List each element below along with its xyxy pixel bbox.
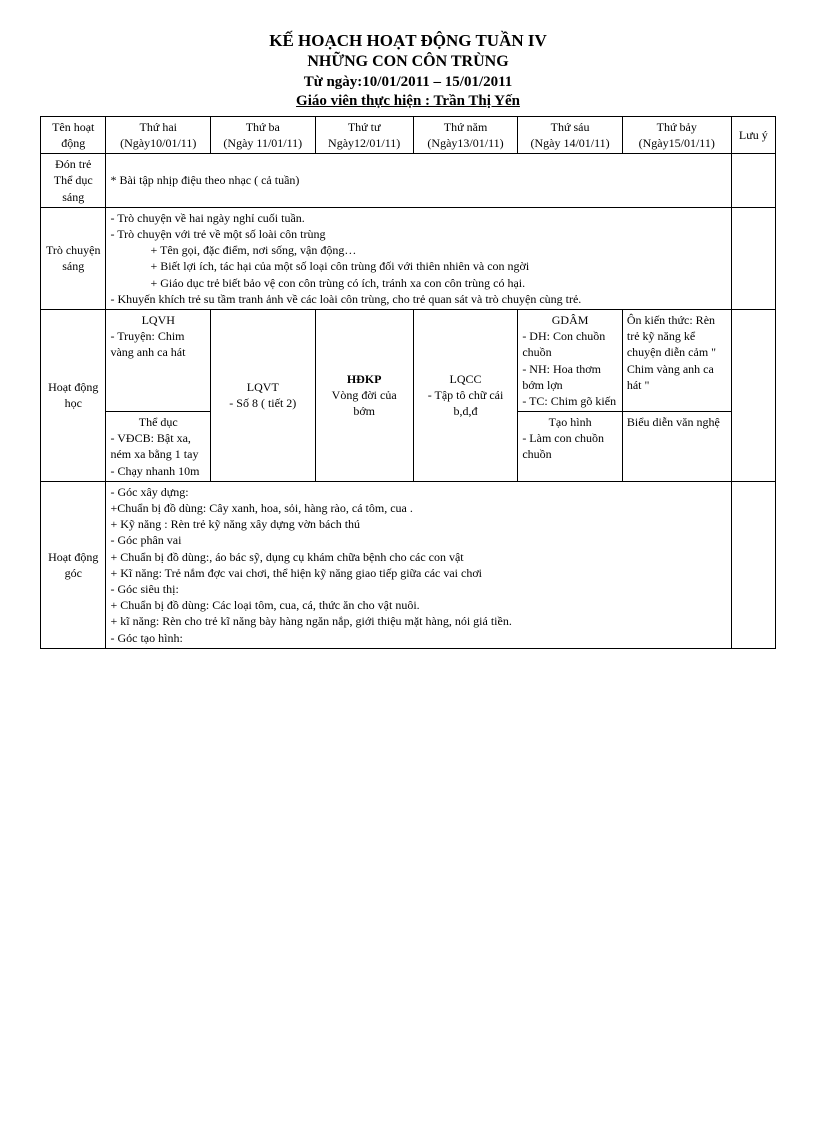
cell-mon-b: Thể dục - VĐCB: Bật xa, ném xa bằng 1 ta…: [106, 412, 211, 482]
title-line-1: KẾ HOẠCH HOẠT ĐỘNG TUẦN IV: [40, 30, 776, 52]
cell-sat-a: Ôn kiến thức: Rèn trẻ kỹ năng kể chuyện …: [622, 309, 731, 411]
schedule-table: Tên hoạt động Thứ hai (Ngày10/01/11) Thứ…: [40, 116, 776, 649]
col-wed: Thứ tư Ngày12/01/11): [315, 116, 413, 153]
content-line: - Trò chuyện về hai ngày nghỉ cuối tuần.: [110, 210, 726, 226]
note-cell: [731, 154, 775, 208]
subject-body: - Tập tô chữ cái b,d,đ: [418, 387, 514, 419]
day-label: Thứ năm: [418, 119, 514, 135]
row-hoat-dong-hoc-a: Hoạt động học LQVH - Truyện: Chim vàng a…: [41, 309, 776, 411]
row-label: Hoạt động góc: [41, 481, 106, 648]
subject-title: LQCC: [418, 371, 514, 387]
document-header: KẾ HOẠCH HOẠT ĐỘNG TUẦN IV NHỮNG CON CÔN…: [40, 30, 776, 112]
title-line-3: Từ ngày:10/01/2011 – 15/01/2011: [40, 73, 776, 93]
title-line-2: NHỮNG CON CÔN TRÙNG: [40, 52, 776, 73]
subject-title: LQVT: [215, 379, 311, 395]
row-content: - Trò chuyện về hai ngày nghỉ cuối tuần.…: [106, 207, 731, 309]
content-line: - Góc tạo hình:: [110, 630, 726, 646]
subject-body: - Truyện: Chim vàng anh ca hát: [110, 328, 206, 360]
subject-body: Biểu diễn văn nghệ: [627, 415, 720, 429]
subject-body: Vòng đời của bớm: [320, 387, 409, 419]
row-tro-chuyen-sang: Trò chuyện sáng - Trò chuyện về hai ngày…: [41, 207, 776, 309]
col-tue: Thứ ba (Ngày 11/01/11): [211, 116, 316, 153]
cell-thu: LQCC - Tập tô chữ cái b,d,đ: [413, 309, 518, 481]
cell-mon-a: LQVH - Truyện: Chim vàng anh ca hát: [106, 309, 211, 411]
label-text: Hoạt động góc: [48, 550, 98, 580]
col-fri: Thứ sáu (Ngày 14/01/11): [518, 116, 623, 153]
content-line: - Trò chuyện với trẻ về một số loài côn …: [110, 226, 726, 242]
day-label: Thứ bảy: [627, 119, 727, 135]
note-cell: [731, 207, 775, 309]
content-line: - Góc xây dựng:: [110, 484, 726, 500]
col-note: Lưu ý: [731, 116, 775, 153]
col-sat: Thứ bảy (Ngày15/01/11): [622, 116, 731, 153]
content-line: - Góc phân vai: [110, 532, 726, 548]
row-content: - Góc xây dựng: +Chuẩn bị đồ dùng: Cây x…: [106, 481, 731, 648]
cell-tue: LQVT - Số 8 ( tiết 2): [211, 309, 316, 481]
content-line: + Tên gọi, đặc điểm, nơi sống, vận động…: [110, 242, 726, 258]
table-header-row: Tên hoạt động Thứ hai (Ngày10/01/11) Thứ…: [41, 116, 776, 153]
subject-title: HĐKP: [347, 372, 382, 386]
label-text: Trò chuyện sáng: [46, 243, 101, 273]
day-label: Thứ sáu: [522, 119, 618, 135]
cell-fri-a: GDÂM - DH: Con chuồn chuồn - NH: Hoa thơ…: [518, 309, 623, 411]
label-b: Thể dục sáng: [54, 173, 93, 203]
subject-body: - VĐCB: Bật xa, ném xa bằng 1 tay - Chạy…: [110, 430, 206, 479]
date-label: (Ngày13/01/11): [418, 135, 514, 151]
date-label: (Ngày15/01/11): [627, 135, 727, 151]
label-text: Hoạt động học: [48, 380, 98, 410]
cell-fri-b: Tạo hình - Làm con chuồn chuồn: [518, 412, 623, 482]
content-text: * Bài tập nhịp điệu theo nhạc ( cả tuần): [110, 173, 299, 187]
date-label: (Ngày 14/01/11): [522, 135, 618, 151]
subject-body: Ôn kiến thức: Rèn trẻ kỹ năng kể chuyện …: [627, 313, 716, 392]
content-line: - Khuyến khích trẻ su tầm tranh ảnh về c…: [110, 291, 726, 307]
subject-body: - Số 8 ( tiết 2): [215, 395, 311, 411]
content-line: + kĩ năng: Rèn cho trẻ kĩ năng bày hàng …: [110, 613, 726, 629]
day-label: Thứ tư: [320, 119, 409, 135]
date-label: (Ngày10/01/11): [110, 135, 206, 151]
subject-body: - DH: Con chuồn chuồn - NH: Hoa thơm bớm…: [522, 328, 618, 409]
note-cell: [731, 481, 775, 648]
subject-body: - Làm con chuồn chuồn: [522, 430, 618, 462]
cell-wed: HĐKP Vòng đời của bớm: [315, 309, 413, 481]
col-thu: Thứ năm (Ngày13/01/11): [413, 116, 518, 153]
day-label: Thứ ba: [215, 119, 311, 135]
date-label: Ngày12/01/11): [320, 135, 409, 151]
subject-title: LQVH: [110, 312, 206, 328]
row-label: Hoạt động học: [41, 309, 106, 481]
content-line: + Chuẩn bị đồ dùng: Các loại tôm, cua, c…: [110, 597, 726, 613]
subject-title: Thể dục: [110, 414, 206, 430]
col-label: Lưu ý: [739, 128, 768, 142]
note-cell: [731, 309, 775, 481]
content-line: + Chuẩn bị đồ dùng:, áo bác sỹ, dụng cụ …: [110, 549, 726, 565]
cell-sat-b: Biểu diễn văn nghệ: [622, 412, 731, 482]
subject-title: Tạo hình: [522, 414, 618, 430]
col-mon: Thứ hai (Ngày10/01/11): [106, 116, 211, 153]
content-line: + Kỹ năng : Rèn trẻ kỹ năng xây dựng vờn…: [110, 516, 726, 532]
col-activity-name: Tên hoạt động: [41, 116, 106, 153]
content-line: +Chuẩn bị đồ dùng: Cây xanh, hoa, sỏi, h…: [110, 500, 726, 516]
content-line: - Góc siêu thị:: [110, 581, 726, 597]
col-label: Tên hoạt động: [52, 120, 94, 150]
content-line: + Kĩ năng: Trẻ nắm đợc vai chơi, thể hiệ…: [110, 565, 726, 581]
date-label: (Ngày 11/01/11): [215, 135, 311, 151]
content-line: + Biết lợi ích, tác hại của một số loại …: [110, 258, 726, 274]
row-label: Đón trẻ Thể dục sáng: [41, 154, 106, 208]
subject-title: GDÂM: [522, 312, 618, 328]
content-line: + Giáo dục trẻ biết bảo vệ con côn trùng…: [110, 275, 726, 291]
title-line-4: Giáo viên thực hiện : Trần Thị Yến: [40, 92, 776, 112]
day-label: Thứ hai: [110, 119, 206, 135]
row-don-tre: Đón trẻ Thể dục sáng * Bài tập nhịp điệu…: [41, 154, 776, 208]
label-a: Đón trẻ: [55, 157, 91, 171]
row-label: Trò chuyện sáng: [41, 207, 106, 309]
row-hoat-dong-goc: Hoạt động góc - Góc xây dựng: +Chuẩn bị …: [41, 481, 776, 648]
row-content: * Bài tập nhịp điệu theo nhạc ( cả tuần): [106, 154, 731, 208]
